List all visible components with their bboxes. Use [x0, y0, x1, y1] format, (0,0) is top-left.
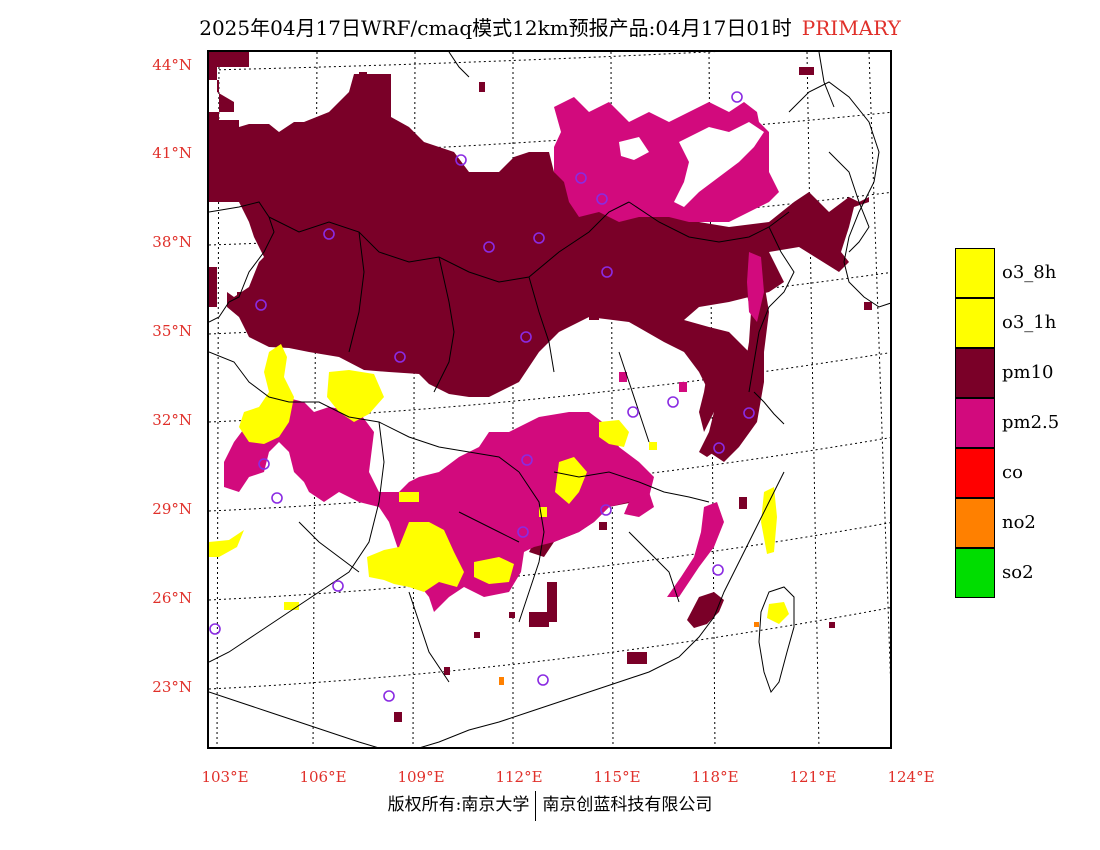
copyright-separator	[535, 790, 537, 821]
o3-areas	[209, 344, 789, 624]
pollution-map[interactable]	[207, 50, 892, 749]
legend-label: co	[1002, 462, 1023, 483]
lat-label-35: 35°N	[152, 322, 192, 340]
copyright-right: 南京创蓝科技有限公司	[542, 795, 713, 815]
lon-label-112: 112°E	[495, 768, 543, 786]
legend-swatch	[955, 348, 995, 398]
lon-label-118: 118°E	[691, 768, 739, 786]
map-title: 2025年04月17日WRF/cmaq模式12km预报产品:04月17日01时 P…	[0, 12, 1100, 41]
legend-label: pm2.5	[1002, 412, 1060, 433]
copyright: 版权所有:南京大学 南京创蓝科技有限公司	[0, 790, 1100, 821]
lon-label-109: 109°E	[397, 768, 445, 786]
title-tag: PRIMARY	[801, 16, 901, 40]
lat-label-29: 29°N	[152, 500, 192, 518]
lat-label-23: 23°N	[152, 678, 192, 696]
lon-label-115: 115°E	[593, 768, 641, 786]
legend-swatch	[955, 398, 995, 448]
legend-swatch	[955, 298, 995, 348]
no2-areas	[499, 622, 759, 685]
legend-label: no2	[1002, 512, 1036, 533]
lat-label-38: 38°N	[152, 233, 192, 251]
copyright-left: 版权所有:南京大学	[387, 795, 530, 815]
legend-label: o3_8h	[1002, 262, 1057, 283]
legend-swatch	[955, 448, 995, 498]
lon-label-103: 103°E	[201, 768, 249, 786]
station-markers	[209, 91, 755, 702]
lon-label-124: 124°E	[887, 768, 935, 786]
legend-swatch	[955, 248, 995, 298]
lat-label-26: 26°N	[152, 589, 192, 607]
lat-label-44: 44°N	[152, 56, 192, 74]
pm25-areas	[224, 97, 779, 612]
lon-label-106: 106°E	[299, 768, 347, 786]
map-canvas	[209, 52, 890, 747]
lon-label-121: 121°E	[789, 768, 837, 786]
pm10-areas	[209, 52, 872, 722]
lat-label-41: 41°N	[152, 144, 192, 162]
legend-label: pm10	[1002, 362, 1054, 383]
legend-label: o3_1h	[1002, 312, 1057, 333]
blank-areas	[234, 97, 764, 207]
legend-swatch	[955, 548, 995, 598]
lat-label-32: 32°N	[152, 411, 192, 429]
legend-swatch	[955, 498, 995, 548]
title-text: 2025年04月17日WRF/cmaq模式12km预报产品:04月17日01时	[199, 16, 792, 40]
legend-label: so2	[1002, 562, 1034, 583]
boundaries	[209, 52, 890, 747]
